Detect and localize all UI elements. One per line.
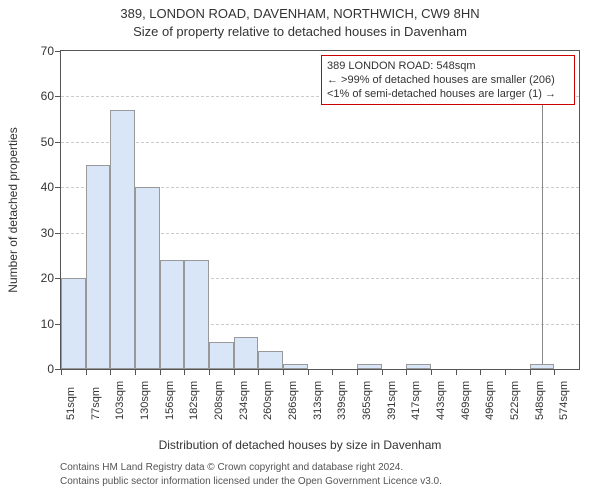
y-tick-label: 70 <box>14 45 54 57</box>
x-tick-mark <box>406 370 407 375</box>
y-tick-mark <box>55 96 60 97</box>
histogram-bar <box>209 342 234 369</box>
x-tick-mark <box>480 370 481 375</box>
x-tick-label: 574sqm <box>558 381 570 420</box>
histogram-bar <box>86 165 111 369</box>
x-tick-mark <box>184 370 185 375</box>
x-tick-label: 391sqm <box>386 381 398 420</box>
histogram-bar <box>357 364 382 369</box>
histogram-bar <box>110 110 135 369</box>
x-tick-label: 77sqm <box>90 387 102 420</box>
footer-line1: Contains HM Land Registry data © Crown c… <box>60 462 403 473</box>
y-tick-mark <box>55 51 60 52</box>
y-tick-label: 0 <box>14 363 54 375</box>
x-tick-mark <box>357 370 358 375</box>
x-tick-label: 313sqm <box>312 381 324 420</box>
x-tick-mark <box>308 370 309 375</box>
x-tick-label: 548sqm <box>534 381 546 420</box>
x-tick-label: 417sqm <box>410 381 422 420</box>
x-tick-mark <box>382 370 383 375</box>
y-tick-label: 50 <box>14 136 54 148</box>
histogram-bar <box>406 364 431 369</box>
x-tick-mark <box>283 370 284 375</box>
x-tick-label: 103sqm <box>114 381 126 420</box>
x-tick-label: 365sqm <box>361 381 373 420</box>
y-tick-label: 40 <box>14 181 54 193</box>
x-tick-label: 156sqm <box>164 381 176 420</box>
annotation-line1: 389 LONDON ROAD: 548sqm <box>327 59 569 73</box>
histogram-bar <box>135 187 160 369</box>
annotation-line2: ← >99% of detached houses are smaller (2… <box>327 73 569 87</box>
x-tick-mark <box>505 370 506 375</box>
x-tick-mark <box>456 370 457 375</box>
y-tick-mark <box>55 233 60 234</box>
x-tick-label: 260sqm <box>262 381 274 420</box>
x-tick-label: 339sqm <box>336 381 348 420</box>
y-tick-label: 30 <box>14 227 54 239</box>
x-tick-mark <box>135 370 136 375</box>
y-tick-mark <box>55 187 60 188</box>
plot-area: 389 LONDON ROAD: 548sqm ← >99% of detach… <box>60 50 580 370</box>
annotation-line3: <1% of semi-detached houses are larger (… <box>327 87 569 101</box>
gridline <box>61 142 579 143</box>
annotation-box: 389 LONDON ROAD: 548sqm ← >99% of detach… <box>321 55 575 105</box>
x-tick-mark <box>258 370 259 375</box>
y-tick-mark <box>55 324 60 325</box>
histogram-bar <box>258 351 283 369</box>
chart-title-main: 389, LONDON ROAD, DAVENHAM, NORTHWICH, C… <box>0 6 600 21</box>
y-tick-label: 60 <box>14 90 54 102</box>
x-tick-label: 469sqm <box>460 381 472 420</box>
x-axis-label: Distribution of detached houses by size … <box>0 438 600 452</box>
x-tick-mark <box>209 370 210 375</box>
x-tick-label: 443sqm <box>435 381 447 420</box>
y-tick-mark <box>55 369 60 370</box>
x-tick-label: 522sqm <box>509 381 521 420</box>
x-tick-mark <box>160 370 161 375</box>
histogram-bar <box>530 364 555 369</box>
x-tick-mark <box>234 370 235 375</box>
y-tick-label: 20 <box>14 272 54 284</box>
x-tick-mark <box>554 370 555 375</box>
histogram-bar <box>283 364 308 369</box>
x-tick-mark <box>86 370 87 375</box>
histogram-bar <box>184 260 209 369</box>
x-tick-label: 208sqm <box>213 381 225 420</box>
chart-title-sub: Size of property relative to detached ho… <box>0 24 600 39</box>
x-tick-label: 130sqm <box>139 381 151 420</box>
x-tick-label: 286sqm <box>287 381 299 420</box>
x-tick-label: 51sqm <box>65 387 77 420</box>
x-tick-mark <box>61 370 62 375</box>
y-tick-label: 10 <box>14 318 54 330</box>
y-tick-mark <box>55 278 60 279</box>
x-tick-mark <box>110 370 111 375</box>
footer-line2: Contains public sector information licen… <box>60 476 442 487</box>
y-tick-mark <box>55 142 60 143</box>
histogram-bar <box>160 260 185 369</box>
x-tick-mark <box>530 370 531 375</box>
histogram-bar <box>61 278 86 369</box>
histogram-bar <box>234 337 259 369</box>
x-tick-mark <box>332 370 333 375</box>
y-axis-label: Number of detached properties <box>6 127 20 292</box>
x-tick-label: 496sqm <box>484 381 496 420</box>
highlight-marker-line <box>542 99 543 364</box>
x-tick-mark <box>431 370 432 375</box>
x-tick-label: 182sqm <box>188 381 200 420</box>
x-tick-label: 234sqm <box>238 381 250 420</box>
